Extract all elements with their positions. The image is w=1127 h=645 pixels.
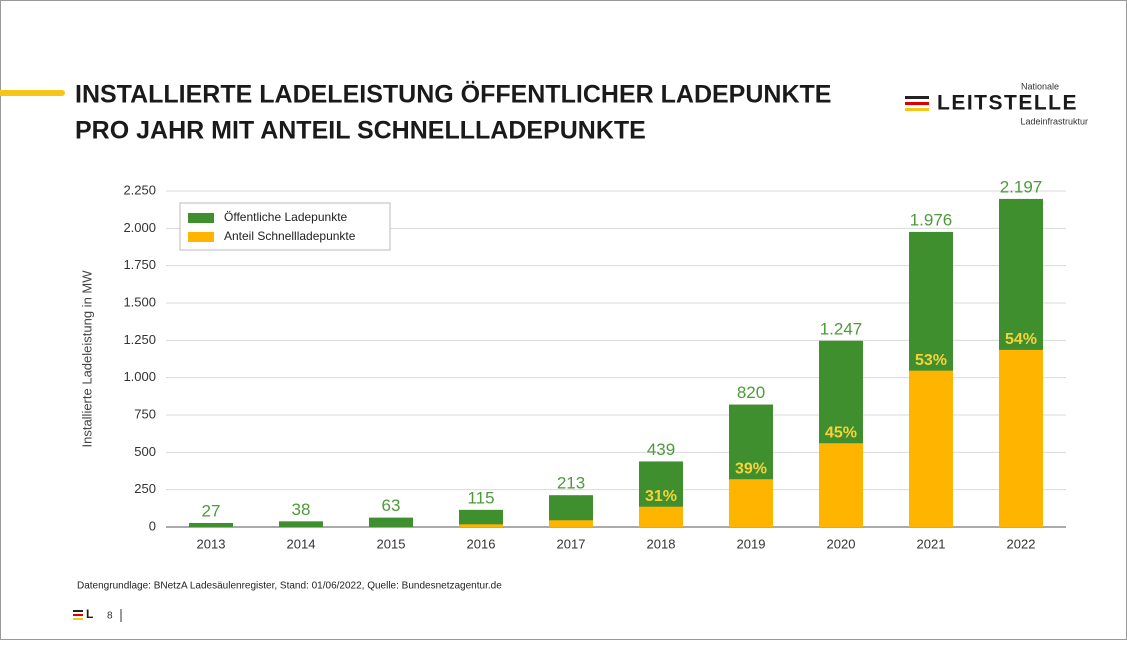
y-tick-label: 1.500: [123, 294, 156, 309]
x-tick-label: 2013: [197, 536, 226, 551]
logo-bottom: Ladeinfrastruktur: [1020, 116, 1088, 126]
x-tick-label: 2014: [287, 536, 316, 551]
legend-label: Anteil Schnellladepunkte: [224, 229, 356, 243]
footer-logo: L: [86, 607, 93, 621]
bar: [909, 370, 953, 527]
legend-box: [179, 202, 391, 251]
bar: [459, 509, 503, 527]
y-tick-label: 750: [134, 406, 156, 421]
y-tick-label: 0: [149, 518, 156, 533]
legend-swatch: [188, 232, 214, 242]
y-axis-label: Installierte Ladeleistung in MW: [79, 270, 94, 448]
y-tick-label: 500: [134, 444, 156, 459]
y-tick-label: 250: [134, 481, 156, 496]
value-label: 439: [647, 440, 675, 459]
share-label: 53%: [915, 352, 947, 369]
x-tick-label: 2017: [557, 536, 586, 551]
value-label: 1.247: [820, 319, 863, 338]
x-tick-label: 2021: [917, 536, 946, 551]
legend-label: Öffentliche Ladepunkte: [224, 210, 348, 224]
bar: [459, 524, 503, 527]
bar: [729, 479, 773, 527]
x-tick-label: 2019: [737, 536, 766, 551]
bar: [639, 506, 683, 527]
logo-stripe: [905, 108, 929, 111]
share-label: 31%: [645, 488, 677, 505]
title-line: INSTALLIERTE LADELEISTUNG ÖFFENTLICHER L…: [75, 80, 831, 109]
x-tick-label: 2022: [1007, 536, 1036, 551]
x-tick-label: 2020: [827, 536, 856, 551]
logo-stripe: [905, 96, 929, 99]
title-line: PRO JAHR MIT ANTEIL SCHNELLLADEPUNKTE: [75, 117, 646, 145]
value-label: 115: [467, 488, 494, 507]
bar: [369, 517, 413, 527]
value-label: 63: [382, 496, 401, 515]
source-note: Datengrundlage: BNetzA Ladesäulenregiste…: [77, 581, 502, 592]
x-tick-label: 2018: [647, 536, 676, 551]
value-label: 213: [557, 474, 585, 493]
logo-stripe: [905, 102, 929, 105]
share-label: 54%: [1005, 331, 1037, 348]
x-tick-label: 2016: [467, 536, 496, 551]
y-tick-label: 1.750: [123, 257, 156, 272]
y-tick-label: 1.250: [123, 332, 156, 347]
value-label: 1.976: [910, 210, 953, 229]
x-tick-label: 2015: [377, 536, 406, 551]
value-label: 820: [737, 383, 765, 402]
footer-stripe: [73, 614, 83, 616]
bar: [189, 522, 233, 527]
footer-stripe: [73, 610, 83, 612]
y-tick-label: 2.000: [123, 220, 156, 235]
share-label: 39%: [735, 460, 767, 477]
page-number: 8: [107, 611, 113, 622]
bar: [279, 521, 323, 527]
bar: [819, 443, 863, 527]
y-tick-label: 2.250: [123, 182, 156, 197]
bar: [999, 349, 1043, 527]
value-label: 2.197: [1000, 177, 1043, 196]
legend-swatch: [188, 213, 214, 223]
logo-top: Nationale: [1021, 81, 1059, 91]
footer-stripe: [73, 618, 83, 620]
logo-main: LEITSTELLE: [937, 92, 1078, 115]
share-label: 45%: [825, 424, 857, 441]
y-tick-label: 1.000: [123, 369, 156, 384]
bar: [549, 520, 593, 527]
value-label: 38: [292, 500, 311, 519]
value-label: 27: [202, 501, 221, 520]
